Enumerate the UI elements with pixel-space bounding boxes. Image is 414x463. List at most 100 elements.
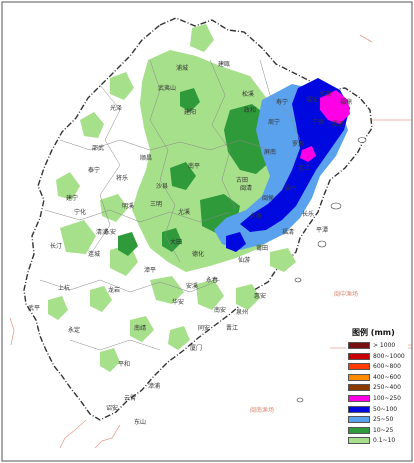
- legend-item: 400~600: [348, 373, 408, 382]
- rain-100-250: [300, 90, 350, 162]
- legend-item: 50~100: [348, 405, 408, 414]
- place-label: 永安: [104, 228, 116, 236]
- place-label: 云霄: [124, 395, 136, 402]
- place-label: 沙县: [156, 183, 168, 190]
- place-label: 龙岩: [108, 286, 120, 294]
- place-label: 同安: [198, 324, 210, 332]
- legend-item: 100~250: [348, 394, 408, 403]
- legend-label: 800~1000: [373, 352, 405, 360]
- place-label: 屏南: [264, 148, 276, 156]
- place-label: 晋江: [226, 325, 238, 332]
- place-label: 宁化: [74, 208, 86, 216]
- legend-swatch: [348, 395, 370, 402]
- place-label: 福安: [306, 96, 318, 104]
- place-label: 长乐: [302, 210, 314, 218]
- place-label: 泉州: [236, 308, 248, 316]
- place-label: 永春: [206, 276, 218, 284]
- sea-labels: 闽中渔场 闽南渔场: [250, 290, 358, 414]
- place-label: 华安: [172, 298, 184, 306]
- place-label: 建瓯: [218, 60, 230, 68]
- place-label: 永定: [68, 326, 80, 334]
- place-label: 福州: [284, 184, 296, 192]
- legend-item: 25~50: [348, 415, 408, 424]
- legend-swatch: [348, 426, 370, 434]
- place-label: 柘荣: [320, 90, 332, 98]
- legend-label: 250~400: [373, 384, 401, 392]
- coastal-islands: [294, 137, 367, 403]
- legend-swatch: [348, 342, 370, 349]
- place-label: 福清: [282, 228, 294, 236]
- legend-label: 600~800: [373, 363, 401, 371]
- place-label: 上杭: [58, 284, 70, 292]
- legend-swatch: [348, 373, 370, 381]
- legend-item: 0.1~10: [348, 436, 408, 445]
- place-label: 宁德: [312, 118, 324, 126]
- place-label: 将乐: [116, 174, 128, 182]
- legend-item: 250~400: [348, 383, 408, 392]
- place-label: 明溪: [122, 202, 134, 210]
- place-label: 古田: [236, 176, 248, 184]
- place-label: 漳浦: [148, 382, 160, 390]
- place-label: 南安: [214, 306, 226, 314]
- place-label: 尤溪: [178, 208, 190, 216]
- place-label: 诏安: [106, 404, 118, 412]
- legend-swatch: [348, 405, 370, 413]
- place-label: 浦城: [176, 64, 188, 72]
- rain-50-100: [226, 78, 350, 252]
- place-label: 霞浦: [332, 120, 344, 128]
- place-label: 仙游: [238, 256, 250, 264]
- legend-label: 100~250: [373, 395, 401, 402]
- legend-item: > 1000: [348, 341, 408, 350]
- legend-swatch: [348, 363, 370, 371]
- legend-label: 10~25: [373, 426, 394, 434]
- place-label: 平潭: [316, 226, 328, 234]
- place-label: 长汀: [50, 242, 62, 250]
- sea-label: 闽南渔场: [250, 406, 274, 414]
- place-label: 武平: [28, 304, 40, 312]
- place-label: 福鼎: [340, 98, 352, 106]
- place-label: 邵武: [92, 144, 104, 152]
- legend-title: 图例 (mm): [352, 328, 395, 337]
- place-label: 莆田: [256, 244, 268, 252]
- place-labels: 建瓯 武夷山 浦城 光泽 松溪 政和 邵武 建阳 顺昌 屏南 古田 南平 尤溪 …: [28, 60, 352, 426]
- legend-item: 10~25: [348, 426, 408, 435]
- legend-item: 600~800: [348, 362, 408, 371]
- legend-label: > 1000: [373, 342, 396, 349]
- place-label: 寿宁: [276, 98, 288, 106]
- place-label: 罗源: [292, 140, 304, 148]
- place-label: 三明: [150, 201, 162, 208]
- place-label: 清流: [96, 228, 108, 236]
- place-label: 漳平: [144, 266, 156, 274]
- place-label: 连城: [88, 250, 100, 258]
- place-label: 德化: [192, 250, 204, 258]
- legend-label: 25~50: [373, 416, 394, 424]
- place-label: 周宁: [268, 118, 280, 126]
- place-label: 武夷山: [158, 84, 176, 92]
- place-label: 连江: [298, 164, 310, 172]
- place-label: 闽侯: [262, 194, 274, 202]
- legend-item: 800~1000: [348, 352, 408, 361]
- place-label: 平和: [118, 360, 130, 368]
- place-label: 光泽: [110, 104, 122, 112]
- place-label: 松溪: [242, 90, 254, 98]
- place-label: 建阳: [184, 108, 196, 116]
- legend-label: 50~100: [373, 405, 398, 413]
- legend-swatch: [348, 416, 370, 424]
- place-label: 大田: [170, 238, 182, 246]
- place-label: 厦门: [190, 344, 202, 352]
- place-label: 南平: [188, 162, 200, 170]
- legend-swatch: [348, 384, 370, 392]
- place-label: 顺昌: [140, 155, 152, 162]
- place-label: 政和: [244, 106, 256, 114]
- legend-label: 0.1~10: [373, 437, 396, 445]
- legend-swatch: [348, 437, 370, 445]
- legend-swatch: [348, 352, 370, 360]
- sea-label: 闽中渔场: [334, 290, 358, 298]
- place-label: 建宁: [66, 194, 78, 202]
- place-label: 泰宁: [88, 166, 100, 174]
- county-boundaries: [39, 59, 301, 351]
- place-label: 惠安: [254, 292, 266, 300]
- place-label: 永泰: [250, 212, 262, 220]
